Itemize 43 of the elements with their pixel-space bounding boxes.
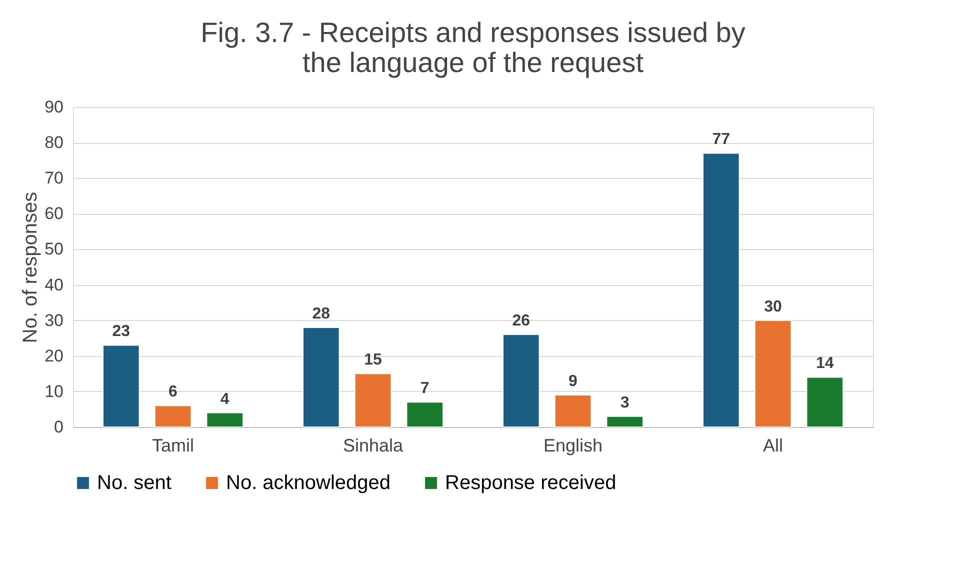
x-tick-label: Sinhala	[342, 436, 404, 456]
x-tick-label: Tamil	[152, 436, 194, 456]
data-label: 23	[112, 323, 130, 340]
y-axis-title: No. of responses	[20, 192, 42, 344]
y-tick-label: 80	[44, 133, 64, 152]
y-tick-label: 0	[54, 418, 64, 436]
data-label: 30	[764, 298, 782, 316]
data-label: 3	[620, 394, 630, 412]
x-tick-label: All	[762, 436, 784, 456]
y-tick-label: 70	[44, 168, 64, 188]
data-label: 28	[312, 305, 330, 322]
data-label: 7	[420, 380, 430, 398]
bar	[302, 326, 340, 428]
bar	[406, 402, 444, 428]
bar	[502, 334, 540, 428]
data-label: 14	[816, 355, 834, 372]
legend-label: No. sent	[97, 472, 172, 494]
y-tick-label: 10	[44, 382, 64, 401]
y-tick-label: 60	[44, 204, 64, 224]
y-tick-label: 30	[44, 310, 64, 330]
data-label: 9	[568, 373, 578, 390]
bar	[354, 373, 392, 428]
chart-title: Fig. 3.7 - Receipts and responses issued by the language of the request	[200, 17, 746, 78]
data-label: 15	[364, 352, 382, 369]
legend-label: No. acknowledged	[226, 472, 391, 494]
bar	[102, 344, 140, 428]
y-tick-label: 50	[44, 240, 64, 259]
legend-label: Response received	[445, 472, 616, 494]
bar	[606, 416, 644, 428]
y-tick-label: 40	[44, 275, 64, 294]
y-tick-label: 90	[44, 98, 64, 116]
x-tick-label: English	[543, 436, 603, 456]
bar	[806, 376, 844, 428]
bar	[206, 412, 244, 428]
bar	[554, 394, 592, 428]
data-label: 4	[220, 390, 230, 408]
bar	[754, 320, 792, 428]
bar	[702, 152, 740, 428]
y-tick-label: 20	[44, 346, 64, 366]
data-label: 77	[712, 131, 730, 148]
data-label: 6	[168, 384, 178, 401]
data-label: 26	[512, 312, 530, 330]
bar	[154, 405, 192, 428]
